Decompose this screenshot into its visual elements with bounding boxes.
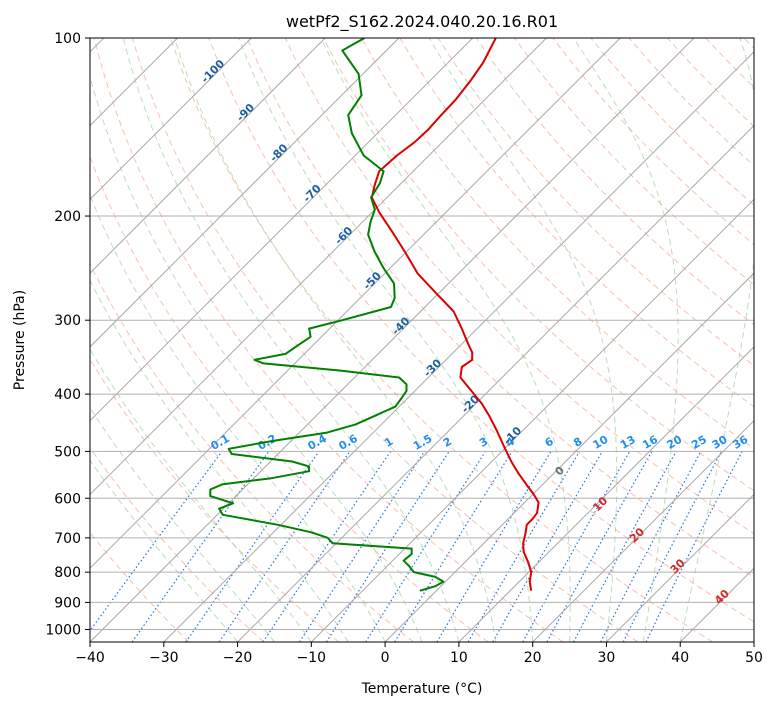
moist-adiabat	[90, 406, 275, 642]
dry-adiabats	[90, 38, 754, 642]
isotherm-line	[310, 198, 754, 642]
dry-adiabat	[246, 38, 754, 578]
mixing-ratio-line	[622, 451, 722, 642]
moist-adiabats	[90, 38, 754, 642]
x-tick-label: 30	[598, 650, 616, 666]
mixing-ratio-line	[522, 451, 631, 642]
y-axis-label: Pressure (hPa)	[12, 290, 28, 390]
dry-adiabat	[514, 38, 754, 286]
axes: −40 −30 −20 −10 0 10 20 30 40 50 100 200 300 400 500 60…	[45, 31, 763, 666]
y-tick-label: 200	[54, 209, 81, 225]
mixing-ratio-line	[90, 451, 223, 632]
isotherm-line	[90, 38, 252, 201]
y-tick-label: 600	[54, 491, 81, 507]
isotherm-line	[532, 419, 754, 642]
dry-adiabat	[90, 262, 414, 642]
x-tick-label: 10	[450, 650, 468, 666]
mixing-ratio-line	[262, 451, 392, 642]
dry-adiabat	[322, 38, 754, 492]
isotherm-line	[90, 38, 621, 569]
y-tick-label: 1000	[45, 622, 81, 638]
chart-title: wetPf2_S162.2024.040.20.16.R01	[286, 12, 558, 32]
mixing-ratio-line	[299, 451, 425, 642]
y-tick-label: 300	[54, 313, 81, 329]
moist-adiabat	[320, 38, 571, 642]
isotherm-line	[458, 346, 754, 642]
dry-adiabat	[90, 446, 265, 642]
x-tick-label: 0	[381, 650, 390, 666]
y-tick-label: 500	[54, 444, 81, 460]
mixing-ratio-line	[185, 451, 320, 642]
dry-adiabat	[475, 38, 754, 326]
moist-adiabat	[90, 194, 386, 642]
y-tick-label: 400	[54, 387, 81, 403]
moist-adiabat	[679, 38, 754, 642]
mixing-ratio-line	[325, 451, 450, 642]
dry-adiabat	[90, 358, 339, 642]
isobar-grid	[90, 38, 754, 630]
dry-adiabat	[284, 38, 754, 535]
moist-adiabat	[90, 459, 238, 642]
plot-frame	[89, 37, 755, 643]
moist-adiabat	[174, 38, 497, 642]
y-tick-label: 100	[54, 31, 81, 47]
moist-adiabat	[572, 38, 679, 642]
x-tick-label: −20	[223, 650, 253, 666]
x-tick-label: −30	[149, 650, 179, 666]
x-tick-label: 50	[745, 650, 763, 666]
moist-adiabat	[90, 74, 423, 642]
moist-adiabat	[90, 279, 349, 642]
x-axis-label: Temperature (°C)	[361, 681, 483, 697]
dry-adiabat	[208, 38, 754, 623]
temperature-trace	[370, 38, 540, 591]
isotherm-line	[90, 38, 695, 642]
x-tick-label: 40	[671, 650, 689, 666]
dewpoint-trace	[209, 38, 445, 592]
dry-adiabat	[170, 38, 713, 642]
isotherm-line	[90, 38, 326, 274]
isotherm-line	[90, 38, 547, 496]
isotherm-line	[606, 493, 754, 642]
isotherm-line	[384, 272, 754, 642]
moist-adiabat	[238, 38, 534, 642]
x-tick-label: −10	[297, 650, 327, 666]
isotherm-line	[90, 38, 400, 348]
isotherm-line	[237, 124, 754, 642]
y-tick-label: 700	[54, 531, 81, 547]
isotherm-grid	[90, 38, 754, 642]
x-tick-label: 20	[524, 650, 542, 666]
mixing-ratio-line	[645, 451, 743, 642]
dry-adiabat	[93, 38, 564, 642]
mixing-ratio-line	[394, 451, 513, 642]
sounding-traces	[209, 38, 540, 592]
mixing-ratio-line	[572, 451, 677, 642]
moist-adiabat	[428, 38, 618, 642]
mixing-ratio-line	[546, 451, 653, 642]
dry-adiabat	[437, 38, 754, 367]
dry-adiabat	[131, 38, 639, 642]
moist-adiabat	[122, 38, 460, 642]
y-tick-label: 800	[54, 565, 81, 581]
mixing-ratio-line	[218, 451, 351, 642]
x-tick-label: −40	[75, 650, 105, 666]
y-tick-label: 900	[54, 595, 81, 611]
isotherm-line	[90, 38, 474, 422]
